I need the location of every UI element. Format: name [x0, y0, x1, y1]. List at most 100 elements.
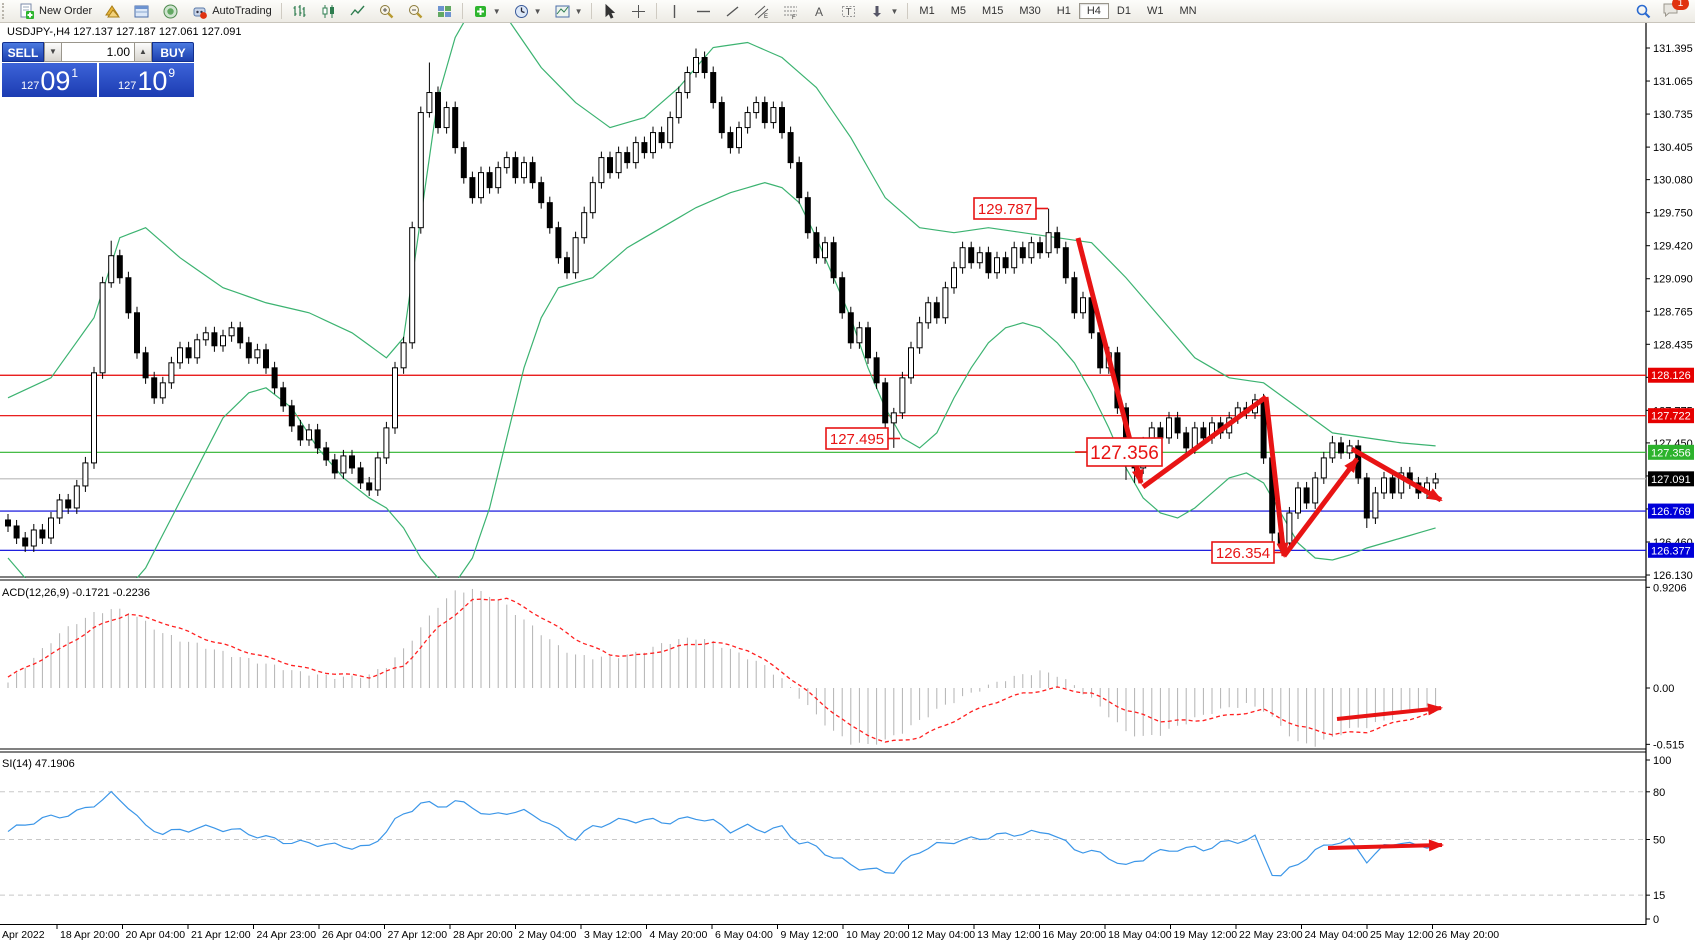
navigator-button[interactable] [156, 0, 185, 22]
indicators-caret: ▼ [492, 6, 501, 16]
x-axis-label: 21 Apr 12:00 [191, 929, 251, 941]
trendline-tool-button[interactable] [718, 0, 747, 22]
svg-text:127.091: 127.091 [1651, 474, 1691, 486]
line-chart-mode-button[interactable] [343, 0, 372, 22]
svg-text:126.354: 126.354 [1216, 545, 1270, 562]
x-axis-label: 6 May 04:00 [715, 929, 773, 941]
new-order-label: New Order [39, 5, 93, 17]
volume-decrease-button[interactable]: ▼ [44, 42, 62, 62]
svg-text:127.495: 127.495 [830, 431, 884, 448]
x-axis-label: 16 May 20:00 [1043, 929, 1107, 941]
arrows-tool-button[interactable]: ▼ [863, 0, 904, 22]
svg-text:50: 50 [1653, 835, 1665, 847]
templates-caret: ▼ [574, 6, 583, 16]
search-icon[interactable] [1635, 3, 1652, 20]
arrows-caret: ▼ [890, 6, 899, 16]
ask-price-panel[interactable]: 127 10 9 [99, 63, 194, 97]
bid-main: 09 [40, 66, 71, 96]
volume-input[interactable]: 1.00 [62, 42, 134, 62]
fibonacci-tool-button[interactable]: F [776, 0, 805, 22]
template-icon [555, 5, 570, 17]
channel-tool-button[interactable]: E [747, 0, 776, 22]
text-label-icon: T [842, 5, 856, 18]
timeframe-m15-button[interactable]: M15 [981, 4, 1004, 17]
market-watch-button[interactable] [98, 0, 127, 22]
timeframe-h4-button[interactable]: H4 [1078, 2, 1109, 19]
horizontal-line-tool-button[interactable] [689, 0, 718, 22]
bar-chart-mode-button[interactable] [285, 0, 314, 22]
zoom-in-button[interactable] [372, 0, 401, 22]
notification-badge: 1 [1672, 0, 1689, 10]
svg-text:128.126: 128.126 [1651, 370, 1691, 382]
timeframe-m5-button[interactable]: M5 [950, 4, 966, 17]
text-tool-button[interactable]: A [805, 0, 834, 22]
zoom-out-button[interactable] [401, 0, 430, 22]
volume-increase-button[interactable]: ▲ [134, 42, 152, 62]
clock-icon [514, 4, 528, 18]
x-axis-label: 25 May 12:00 [1370, 929, 1434, 941]
x-axis-label: 2 May 04:00 [519, 929, 577, 941]
autotrading-icon [193, 7, 208, 19]
new-order-button[interactable]: New Order [12, 0, 98, 22]
timeframe-m1-button[interactable]: M1 [919, 4, 935, 17]
svg-text:126.377: 126.377 [1651, 545, 1691, 557]
data-window-button[interactable] [127, 0, 156, 22]
price-tick: 130.735 [1653, 109, 1693, 121]
indicators-button[interactable]: ▼ [466, 0, 507, 22]
timeframe-group: M1 M5 M15 M30 H1 H4 D1 W1 MN [911, 2, 1204, 20]
timeframe-mn-button[interactable]: MN [1179, 4, 1197, 17]
svg-text:100: 100 [1653, 755, 1671, 767]
rsi-label: SI(14) 47.1906 [2, 758, 75, 770]
bid-price-panel[interactable]: 127 09 1 [2, 63, 97, 97]
fibonacci-icon: F [784, 6, 798, 20]
candlestick-icon [322, 4, 334, 18]
vertical-line-tool-button[interactable] [660, 0, 689, 22]
x-axis-label: 19 May 12:00 [1174, 929, 1238, 941]
trendline-icon [727, 5, 739, 17]
candle-chart-mode-button[interactable] [314, 0, 343, 22]
x-axis-label: 28 Apr 20:00 [453, 929, 513, 941]
x-axis-label: 26 May 20:00 [1436, 929, 1500, 941]
bar-chart-icon [293, 4, 306, 17]
price-tick: 131.065 [1653, 76, 1693, 88]
svg-text:-0.515: -0.515 [1653, 739, 1684, 751]
svg-text:127.356: 127.356 [1651, 447, 1691, 459]
ask-prefix: 127 [117, 80, 137, 92]
x-axis-label: 18 Apr 20:00 [60, 929, 120, 941]
cursor-icon [605, 3, 616, 19]
templates-button[interactable]: ▼ [548, 0, 589, 22]
timeframe-d1-button[interactable]: D1 [1116, 4, 1131, 17]
tile-windows-button[interactable] [430, 0, 459, 22]
svg-text:E: E [764, 14, 768, 20]
x-axis-label: 10 May 20:00 [846, 929, 910, 941]
equidistant-channel-icon: E [755, 5, 769, 20]
svg-text:126.769: 126.769 [1651, 506, 1691, 518]
svg-text:0.9206: 0.9206 [1653, 582, 1687, 594]
autotrading-button[interactable]: AutoTrading [185, 0, 278, 22]
buy-button[interactable]: BUY [152, 42, 194, 62]
main-toolbar: New Order AutoTrading ▼ ▼ ▼ [0, 0, 1695, 23]
periods-caret: ▼ [533, 6, 542, 16]
crosshair-tool-button[interactable] [624, 0, 653, 22]
timeframe-m30-button[interactable]: M30 [1019, 4, 1041, 17]
price-tick: 129.420 [1653, 241, 1693, 253]
x-axis-label: 9 May 12:00 [781, 929, 839, 941]
notifications-button[interactable]: 1 [1662, 0, 1689, 21]
x-axis-label: 3 May 12:00 [584, 929, 642, 941]
svg-text:0.00: 0.00 [1653, 683, 1674, 695]
zoom-in-icon [379, 4, 394, 18]
x-axis-label: 26 Apr 04:00 [322, 929, 382, 941]
x-axis-label: 13 May 12:00 [977, 929, 1041, 941]
horizontal-line-icon [697, 10, 711, 12]
x-axis-label: 27 Apr 12:00 [388, 929, 448, 941]
text-label-tool-button[interactable]: T [834, 0, 863, 22]
cursor-tool-button[interactable] [595, 0, 624, 22]
timeframe-w1-button[interactable]: W1 [1146, 4, 1164, 17]
periods-button[interactable]: ▼ [507, 0, 548, 22]
bid-prefix: 127 [20, 80, 40, 92]
timeframe-h1-button[interactable]: H1 [1056, 4, 1071, 17]
svg-text:0: 0 [1653, 914, 1659, 926]
sell-button[interactable]: SELL [2, 42, 44, 62]
x-axis-label: 12 May 04:00 [912, 929, 976, 941]
